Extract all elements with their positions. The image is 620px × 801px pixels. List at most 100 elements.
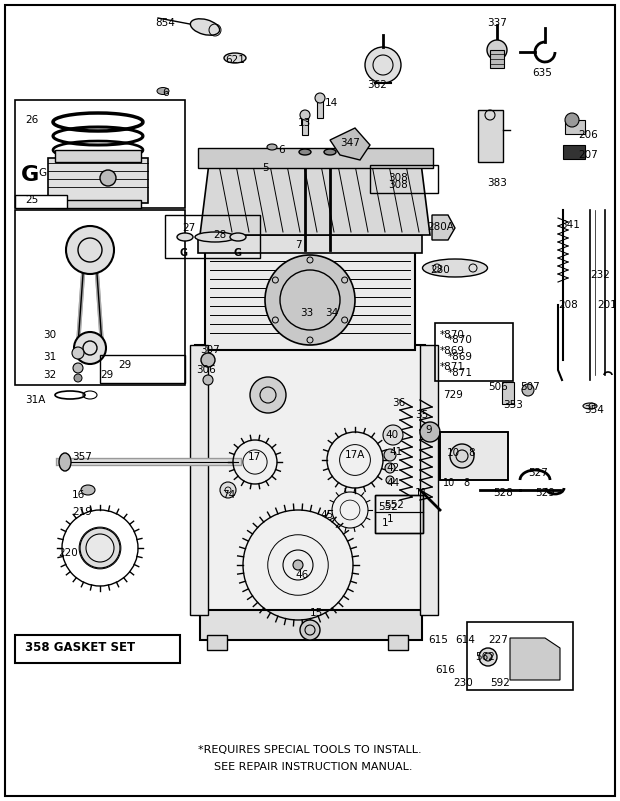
Text: 32: 32 [43, 370, 56, 380]
Text: 529: 529 [535, 488, 555, 498]
Text: 16: 16 [72, 490, 86, 500]
Bar [195, 345, 425, 615]
Circle shape [201, 353, 215, 367]
Text: 42: 42 [386, 463, 399, 473]
Text: 307: 307 [200, 345, 219, 355]
Text: 31: 31 [43, 352, 56, 362]
Text: 29: 29 [118, 360, 131, 370]
Text: 308: 308 [388, 173, 408, 183]
Circle shape [420, 422, 440, 442]
Bar [15, 635, 180, 663]
Text: 5: 5 [262, 163, 268, 173]
Bar [490, 50, 504, 68]
Text: 541: 541 [560, 220, 580, 230]
Text: 232: 232 [590, 270, 610, 280]
Text: 33: 33 [300, 308, 313, 318]
Text: 354: 354 [584, 405, 604, 415]
Text: 46: 46 [295, 570, 308, 580]
Circle shape [74, 374, 82, 382]
Text: 7: 7 [295, 240, 301, 250]
Bar [205, 245, 415, 350]
Bar [388, 635, 408, 650]
Circle shape [315, 93, 325, 103]
Text: 854: 854 [155, 18, 175, 28]
Text: 29: 29 [100, 370, 113, 380]
Bar [478, 110, 503, 162]
Text: 357: 357 [72, 452, 92, 462]
Ellipse shape [190, 18, 219, 35]
Text: *869: *869 [448, 352, 473, 362]
Text: 614: 614 [455, 635, 475, 645]
Bar [15, 210, 185, 385]
Text: 208: 208 [558, 300, 578, 310]
Text: 40: 40 [385, 430, 398, 440]
Text: 31A: 31A [25, 395, 45, 405]
Ellipse shape [479, 648, 497, 666]
Bar [440, 432, 508, 480]
Text: 615: 615 [428, 635, 448, 645]
Text: 206: 206 [578, 130, 598, 140]
Ellipse shape [195, 232, 235, 242]
Text: 219: 219 [72, 507, 92, 517]
Text: 621: 621 [225, 55, 245, 65]
Bar [370, 165, 438, 193]
Bar [200, 610, 422, 640]
Ellipse shape [224, 53, 246, 63]
Text: 11: 11 [415, 488, 428, 498]
Circle shape [74, 332, 106, 364]
Text: 230: 230 [453, 678, 472, 688]
Text: G: G [21, 165, 39, 185]
Text: 6: 6 [162, 88, 169, 98]
Polygon shape [432, 215, 455, 240]
Circle shape [365, 47, 401, 83]
Ellipse shape [81, 485, 95, 495]
Polygon shape [330, 128, 370, 160]
Bar [198, 235, 422, 253]
Text: 36: 36 [392, 398, 405, 408]
Text: 507: 507 [520, 382, 540, 392]
Text: 8: 8 [468, 448, 475, 458]
Text: 9: 9 [425, 425, 432, 435]
Text: 34: 34 [325, 308, 339, 318]
Ellipse shape [583, 403, 597, 409]
Ellipse shape [422, 259, 487, 277]
Text: 527: 527 [528, 468, 548, 478]
Text: 1: 1 [382, 518, 389, 528]
Text: 1: 1 [387, 514, 393, 524]
Text: 280: 280 [430, 265, 450, 275]
Bar [420, 345, 438, 615]
Bar [502, 382, 514, 404]
Circle shape [72, 347, 84, 359]
Text: 26: 26 [25, 115, 38, 125]
Text: 552: 552 [384, 500, 404, 510]
Bar [15, 100, 185, 208]
Bar [563, 145, 585, 159]
Bar [565, 120, 585, 134]
Text: 44: 44 [386, 478, 399, 488]
Text: 562: 562 [475, 652, 495, 662]
Bar [435, 323, 513, 381]
Text: 25: 25 [25, 195, 38, 205]
Circle shape [100, 170, 116, 186]
Bar [302, 115, 308, 135]
Text: 74: 74 [222, 490, 235, 500]
Circle shape [386, 476, 394, 484]
Text: *871: *871 [448, 368, 473, 378]
Text: *869: *869 [440, 346, 465, 356]
Circle shape [385, 463, 395, 473]
Text: 30: 30 [43, 330, 56, 340]
Circle shape [487, 40, 507, 60]
Text: *871: *871 [440, 362, 465, 372]
Text: *REQUIRES SPECIAL TOOLS TO INSTALL.: *REQUIRES SPECIAL TOOLS TO INSTALL. [198, 745, 422, 755]
Bar [198, 148, 433, 168]
Text: 635: 635 [532, 68, 552, 78]
Bar [375, 495, 423, 533]
FancyArrowPatch shape [78, 277, 83, 342]
Ellipse shape [230, 233, 246, 241]
Circle shape [66, 226, 114, 274]
Text: 729: 729 [443, 390, 463, 400]
Text: 358 GASKET SET: 358 GASKET SET [25, 641, 135, 654]
Text: 280A: 280A [427, 222, 454, 232]
Bar [317, 98, 323, 118]
Ellipse shape [484, 653, 492, 661]
